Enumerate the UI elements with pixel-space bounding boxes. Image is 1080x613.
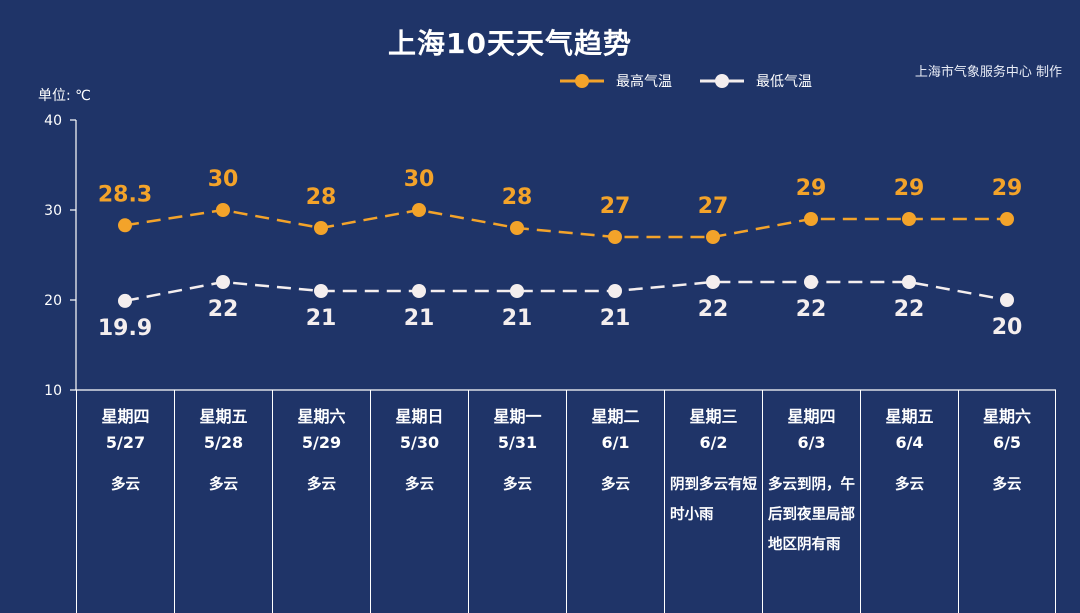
weekday-label: 星期四 — [787, 407, 836, 426]
chart-title: 上海10天天气趋势 — [388, 27, 632, 60]
data-point-low — [510, 284, 524, 298]
day-column: 星期六 6/5 多云 — [958, 390, 1056, 613]
legend-low-label: 最低气温 — [756, 74, 812, 90]
data-point-high — [510, 221, 524, 235]
legend-low-swatch-icon — [700, 74, 744, 88]
weekday-label: 星期六 — [982, 407, 1031, 426]
credit-text: 上海市气象服务中心 制作 — [914, 65, 1062, 80]
condition-label: 多云 — [307, 477, 336, 493]
weekday-label: 星期四 — [101, 407, 150, 426]
day-column: 星期五 5/28 多云 — [174, 390, 272, 613]
y-tick-label: 10 — [44, 383, 62, 399]
day-column: 星期四 5/27 多云 — [76, 390, 174, 613]
condition-label: 多云 — [209, 477, 238, 493]
condition-label: 多云到阴，午后到夜里局部地区阴有雨 — [768, 477, 855, 553]
day-columns: 星期四 5/27 多云 星期五 5/28 多云 星期六 5/29 多云 星期日 5/30 多云 星期一 5… — [76, 390, 1056, 613]
legend-high-swatch-icon — [560, 74, 604, 88]
data-point-high — [706, 230, 720, 244]
day-column: 星期五 6/4 多云 — [860, 390, 958, 613]
y-tick-label: 30 — [44, 203, 62, 219]
data-label-high: 28 — [306, 185, 337, 210]
data-label-low: 22 — [208, 297, 239, 322]
day-column: 星期三 6/2 阴到多云有短时小雨 — [664, 390, 762, 613]
weekday-label: 星期三 — [689, 407, 738, 426]
data-label-high: 29 — [894, 176, 925, 201]
day-column: 星期四 6/3 多云到阴，午后到夜里局部地区阴有雨 — [762, 390, 860, 613]
day-column: 星期二 6/1 多云 — [566, 390, 664, 613]
condition-label: 多云 — [405, 477, 434, 493]
condition-label: 多云 — [601, 477, 630, 493]
condition-label: 多云 — [503, 477, 532, 493]
date-label: 6/4 — [895, 433, 924, 452]
data-point-low — [1000, 293, 1014, 307]
date-label: 5/31 — [497, 433, 538, 452]
day-column: 星期六 5/29 多云 — [272, 390, 370, 613]
data-point-high — [314, 221, 328, 235]
data-label-high: 29 — [796, 176, 827, 201]
legend-high-label: 最高气温 — [616, 74, 672, 90]
data-label-high: 28 — [502, 185, 533, 210]
data-point-low — [902, 275, 916, 289]
date-label: 6/2 — [699, 433, 728, 452]
date-label: 6/5 — [992, 433, 1022, 452]
data-label-low: 21 — [306, 306, 337, 331]
data-label-high: 27 — [600, 194, 631, 219]
data-label-low: 21 — [502, 306, 533, 331]
data-label-high: 30 — [208, 167, 239, 192]
y-tick-label: 40 — [44, 113, 62, 129]
data-label-low: 21 — [404, 306, 435, 331]
data-label-high: 29 — [992, 176, 1023, 201]
weekday-label: 星期二 — [591, 407, 640, 426]
weekday-label: 星期五 — [885, 407, 934, 426]
data-point-high — [412, 203, 426, 217]
date-label: 6/1 — [601, 433, 630, 452]
y-tick-label: 20 — [44, 293, 62, 309]
data-point-low — [706, 275, 720, 289]
data-point-low — [314, 284, 328, 298]
legend: 最高气温 最低气温 — [560, 70, 812, 92]
day-column: 星期一 5/31 多云 — [468, 390, 566, 613]
weekday-label: 星期五 — [199, 407, 248, 426]
data-point-high — [804, 212, 818, 226]
weekday-label: 星期六 — [297, 407, 346, 426]
data-point-low — [608, 284, 622, 298]
data-point-high — [608, 230, 622, 244]
data-point-low — [804, 275, 818, 289]
data-point-high — [118, 218, 132, 233]
unit-label: 单位: ℃ — [38, 88, 91, 104]
condition-label: 阴到多云有短时小雨 — [670, 477, 757, 523]
legend-item-high: 最高气温 — [560, 71, 672, 91]
data-label-low: 19.9 — [98, 316, 152, 341]
legend-item-low: 最低气温 — [700, 71, 812, 91]
series-line-high — [124, 208, 1007, 239]
data-point-low — [118, 293, 132, 308]
date-label: 6/3 — [797, 433, 826, 452]
data-label-low: 22 — [698, 297, 729, 322]
data-point-high — [216, 203, 230, 217]
series-line-low — [124, 280, 1008, 303]
data-point-high — [902, 212, 916, 226]
data-point-high — [1000, 212, 1014, 226]
data-label-low: 22 — [894, 297, 925, 322]
condition-label: 多云 — [111, 477, 140, 493]
data-point-low — [412, 284, 426, 298]
day-column: 星期日 5/30 多云 — [370, 390, 468, 613]
data-label-low: 20 — [992, 315, 1023, 340]
date-label: 5/28 — [203, 433, 244, 452]
condition-label: 多云 — [895, 477, 924, 493]
data-label-low: 21 — [600, 306, 631, 331]
data-label-high: 28.3 — [98, 182, 152, 207]
date-label: 5/27 — [105, 433, 146, 452]
data-label-high: 27 — [698, 194, 729, 219]
weekday-label: 星期日 — [395, 407, 444, 426]
date-label: 5/30 — [399, 433, 440, 452]
data-point-low — [216, 275, 230, 289]
date-label: 5/29 — [301, 433, 342, 452]
data-label-low: 22 — [796, 297, 827, 322]
data-label-high: 30 — [404, 167, 435, 192]
condition-label: 多云 — [992, 477, 1022, 493]
weekday-label: 星期一 — [493, 407, 542, 426]
